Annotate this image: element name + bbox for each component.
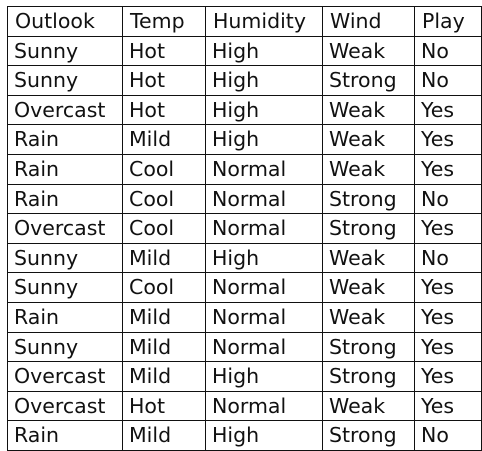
cell-play: Yes [414,94,482,126]
cell-humidity: High [205,242,323,274]
header-row: Outlook Temp Humidity Wind Play [7,6,482,37]
cell-humidity: Normal [205,331,323,363]
cell-humidity: Normal [205,153,323,185]
cell-outlook: Sunny [7,35,123,67]
table-row: Sunny Cool Normal Weak Yes [7,272,482,303]
table-row: Sunny Mild Normal Strong Yes [7,331,482,363]
table-body: Sunny Hot High Weak No Sunny Hot High Strong No Ov… [7,35,482,451]
cell-humidity: High [205,124,323,155]
cell-wind: Weak [322,35,415,67]
table-row: Rain Mild High Weak Yes [7,124,482,155]
cell-temp: Mild [122,301,206,333]
cell-play: Yes [414,272,482,303]
cell-temp: Cool [122,153,206,185]
cell-play: Yes [414,124,482,155]
cell-play: Yes [414,331,482,363]
cell-wind: Weak [322,242,415,274]
cell-wind: Strong [322,420,415,451]
cell-outlook: Sunny [7,272,123,303]
cell-play: Yes [414,153,482,185]
cell-wind: Weak [322,301,415,333]
cell-humidity: High [205,35,323,67]
cell-wind: Weak [322,124,415,155]
table-row: Sunny Mild High Weak No [7,242,482,274]
cell-temp: Hot [122,94,206,126]
header-wind: Wind [322,6,415,37]
cell-temp: Mild [122,242,206,274]
cell-humidity: Normal [205,390,323,422]
cell-wind: Strong [322,65,415,96]
cell-temp: Hot [122,65,206,96]
cell-humidity: Normal [205,301,323,333]
cell-temp: Cool [122,213,206,244]
table-row: Overcast Hot High Weak Yes [7,94,482,126]
cell-humidity: Normal [205,183,323,215]
cell-humidity: Normal [205,213,323,244]
cell-outlook: Rain [7,153,123,185]
cell-temp: Cool [122,272,206,303]
cell-humidity: Normal [205,272,323,303]
table-row: Overcast Cool Normal Strong Yes [7,213,482,244]
cell-wind: Strong [322,361,415,392]
header-play: Play [414,6,482,37]
cell-outlook: Overcast [7,94,123,126]
cell-wind: Strong [322,213,415,244]
table-row: Overcast Hot Normal Weak Yes [7,390,482,422]
table-row: Sunny Hot High Weak No [7,35,482,67]
cell-wind: Weak [322,272,415,303]
cell-outlook: Overcast [7,361,123,392]
cell-wind: Weak [322,390,415,422]
cell-outlook: Sunny [7,242,123,274]
cell-temp: Mild [122,331,206,363]
cell-temp: Mild [122,124,206,155]
table-row: Overcast Mild High Strong Yes [7,361,482,392]
cell-play: Yes [414,301,482,333]
cell-play: Yes [414,390,482,422]
cell-wind: Weak [322,153,415,185]
cell-outlook: Sunny [7,331,123,363]
cell-wind: Strong [322,183,415,215]
cell-outlook: Overcast [7,390,123,422]
header-temp: Temp [122,6,206,37]
cell-temp: Hot [122,35,206,67]
cell-play: Yes [414,361,482,392]
header-outlook: Outlook [7,6,123,37]
cell-outlook: Rain [7,420,123,451]
weather-play-table: Outlook Temp Humidity Wind Play Sunny Hot… [7,6,482,451]
cell-outlook: Rain [7,124,123,155]
cell-temp: Cool [122,183,206,215]
cell-outlook: Sunny [7,65,123,96]
cell-play: No [414,183,482,215]
cell-wind: Strong [322,331,415,363]
header-humidity: Humidity [205,6,323,37]
table-row: Sunny Hot High Strong No [7,65,482,96]
cell-temp: Mild [122,361,206,392]
table-row: Rain Cool Normal Weak Yes [7,153,482,185]
table-row: Rain Mild High Strong No [7,420,482,451]
cell-play: No [414,420,482,451]
cell-temp: Hot [122,390,206,422]
table-header: Outlook Temp Humidity Wind Play [7,6,482,37]
cell-outlook: Rain [7,183,123,215]
table-row: Rain Mild Normal Weak Yes [7,301,482,333]
cell-humidity: High [205,65,323,96]
cell-play: No [414,35,482,67]
cell-play: Yes [414,213,482,244]
cell-play: No [414,65,482,96]
cell-wind: Weak [322,94,415,126]
cell-temp: Mild [122,420,206,451]
cell-humidity: High [205,361,323,392]
cell-play: No [414,242,482,274]
cell-outlook: Rain [7,301,123,333]
cell-outlook: Overcast [7,213,123,244]
cell-humidity: High [205,420,323,451]
cell-humidity: High [205,94,323,126]
table-row: Rain Cool Normal Strong No [7,183,482,215]
